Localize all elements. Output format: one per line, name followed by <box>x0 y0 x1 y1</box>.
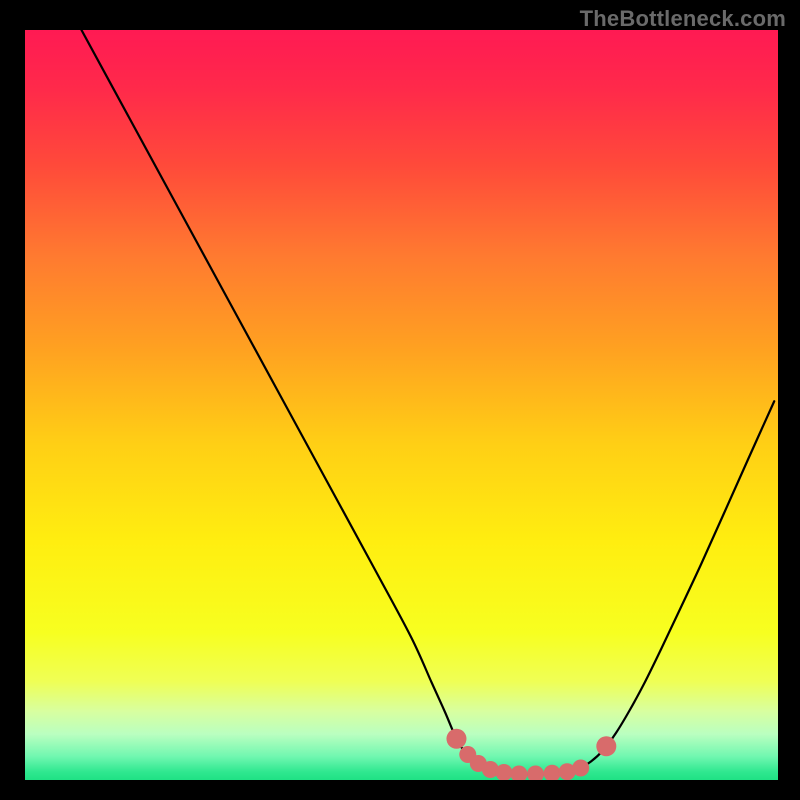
valley-dot <box>527 766 544 781</box>
valley-dot <box>544 765 561 780</box>
valley-dot <box>446 729 466 749</box>
valley-dot <box>572 760 589 777</box>
chart-plot-area <box>25 30 778 780</box>
valley-dot <box>510 766 527 781</box>
valley-dots-layer <box>25 30 778 780</box>
valley-dot <box>596 736 616 756</box>
watermark-text: TheBottleneck.com <box>580 6 786 32</box>
